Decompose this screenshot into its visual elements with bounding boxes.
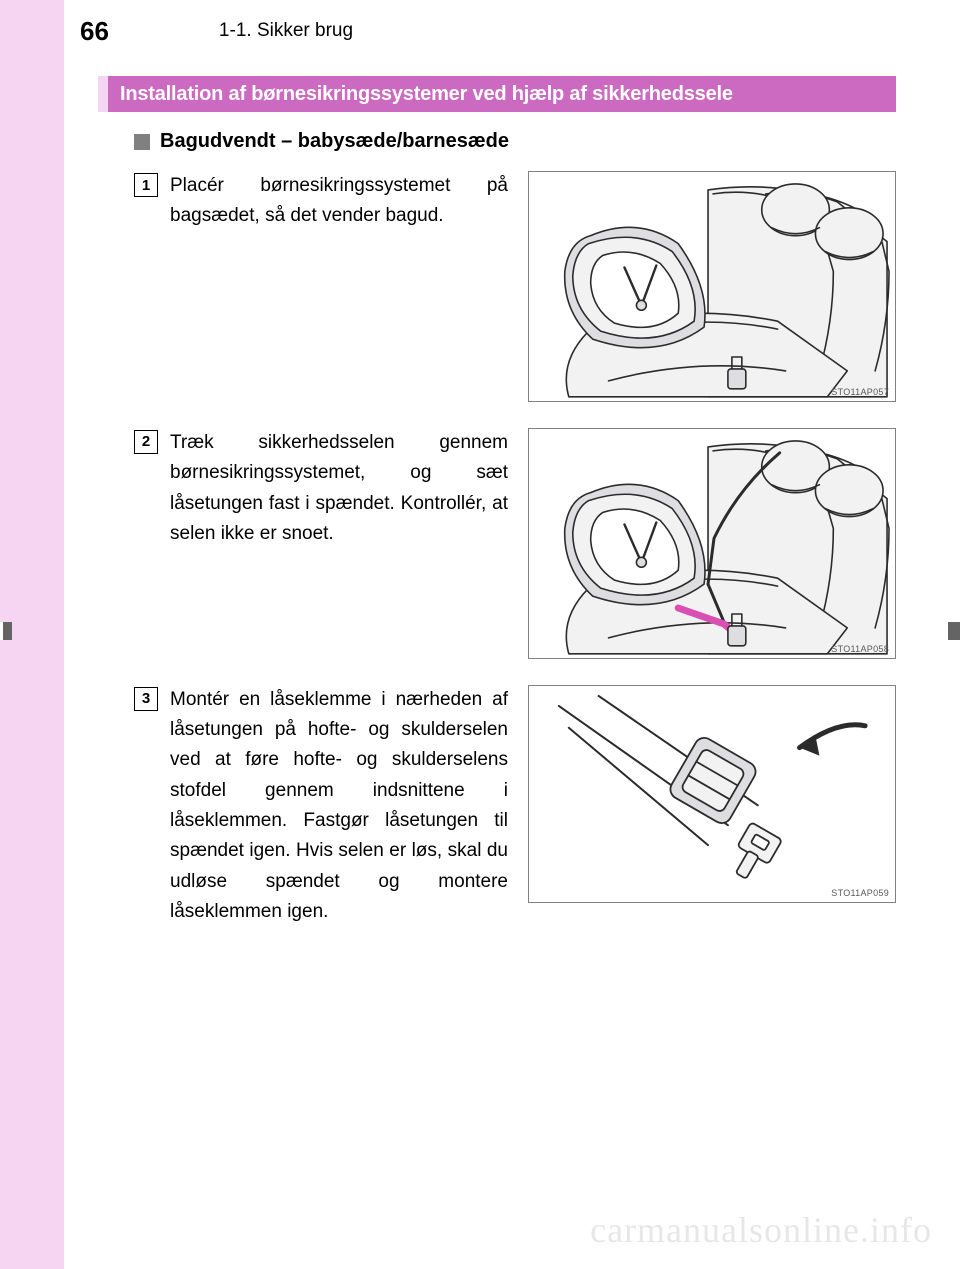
- figure-code: STO11AP059: [831, 888, 889, 898]
- step-number: 1: [142, 177, 150, 194]
- step-number: 3: [142, 690, 150, 707]
- child-seat-rear-facing-icon: [529, 172, 895, 401]
- section-heading-bar: Installation af børnesikringssystemer ve…: [98, 76, 896, 112]
- step-figure: STO11AP057: [528, 171, 896, 402]
- step-text: Montér en låseklemme i nærheden af låset…: [170, 685, 528, 928]
- step-number-box: 1: [134, 173, 158, 197]
- page-number: 66: [80, 16, 109, 47]
- install-step: 1 Placér børnesikringssystemet på bagsæd…: [134, 171, 896, 402]
- locking-clip-icon: [529, 686, 895, 903]
- install-step: 3 Montér en låseklemme i nærheden af lås…: [134, 685, 896, 928]
- step-figure: STO11AP059: [528, 685, 896, 904]
- section-bar-title: Installation af børnesikringssystemer ve…: [120, 83, 733, 106]
- figure-code: STO11AP058: [831, 644, 889, 654]
- step-text: Placér børnesikringssystemet på bagsædet…: [170, 171, 528, 232]
- step-number-box: 3: [134, 687, 158, 711]
- subheading-text: Bagudvendt – babysæde/barnesæde: [160, 130, 509, 153]
- page-content: Bagudvendt – babysæde/barnesæde 1 Placér…: [98, 130, 896, 928]
- install-step: 2 Træk sikkerhedsselen gennem børnesikri…: [134, 428, 896, 659]
- section-label: 1-1. Sikker brug: [219, 20, 353, 42]
- figure-code: STO11AP057: [831, 387, 889, 397]
- step-number-box: 2: [134, 430, 158, 454]
- crop-tick-left: [0, 622, 3, 640]
- crop-tick-right: [948, 622, 960, 640]
- page-header: 66 1-1. Sikker brug: [64, 8, 960, 54]
- step-figure: STO11AP058: [528, 428, 896, 659]
- subheading-row: Bagudvendt – babysæde/barnesæde: [134, 130, 896, 153]
- step-text: Træk sikkerhedsselen gennem børnesikring…: [170, 428, 528, 550]
- section-bar-accent: [98, 76, 108, 112]
- square-bullet-icon: [134, 134, 150, 150]
- child-seat-belt-routing-icon: [529, 429, 895, 658]
- step-number: 2: [142, 433, 150, 450]
- watermark-text: carmanualsonline.info: [590, 1209, 932, 1251]
